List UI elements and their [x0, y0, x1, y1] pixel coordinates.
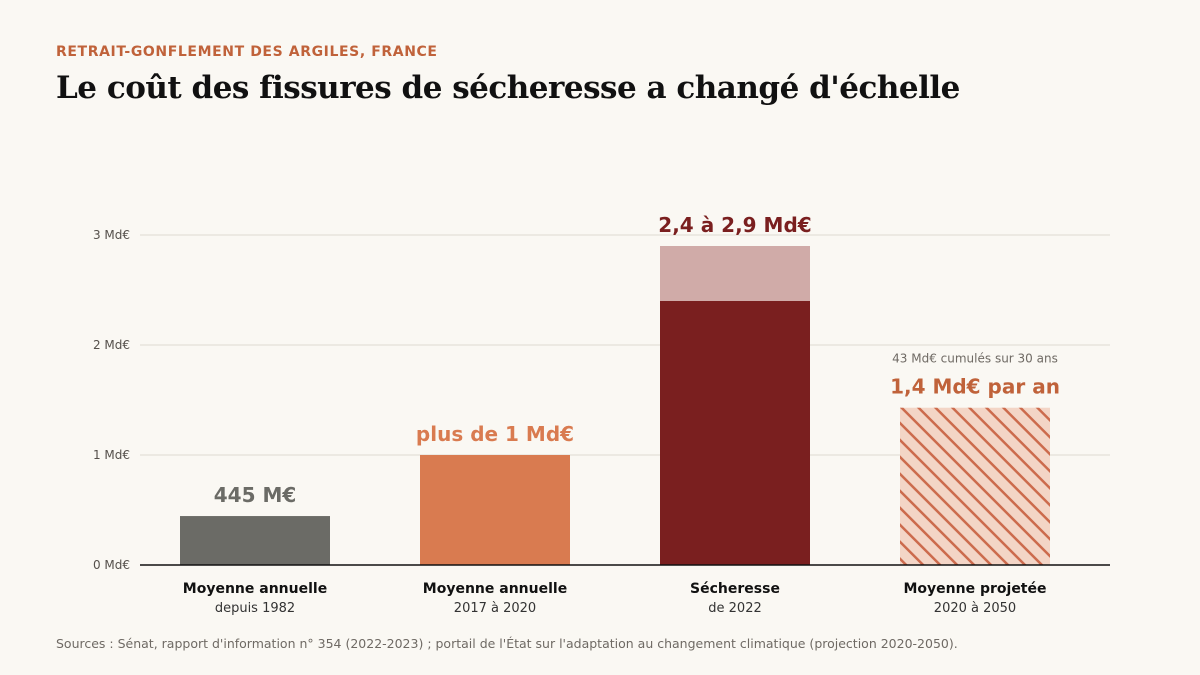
- category-sublabel: de 2022: [708, 601, 761, 616]
- category-label: Moyenne projetée: [904, 581, 1047, 597]
- bar: [420, 455, 570, 565]
- category-sublabel: depuis 1982: [215, 601, 295, 616]
- chart-title: Le coût des fissures de sécheresse a cha…: [56, 70, 960, 106]
- category-label: Moyenne annuelle: [183, 581, 327, 597]
- y-tick-label: 0 Md€: [93, 558, 130, 572]
- bar: [180, 516, 330, 565]
- y-tick-label: 2 Md€: [93, 338, 130, 352]
- data-label: 2,4 à 2,9 Md€: [658, 213, 811, 237]
- data-label: 445 M€: [214, 483, 297, 507]
- bar: [660, 301, 810, 565]
- category-sublabel: 2020 à 2050: [934, 601, 1016, 616]
- source-note: Sources : Sénat, rapport d'information n…: [56, 636, 958, 651]
- category-label: Sécheresse: [690, 581, 780, 597]
- category-sublabel: 2017 à 2020: [454, 601, 536, 616]
- bar-range-segment: [660, 246, 810, 301]
- category-label: Moyenne annuelle: [423, 581, 567, 597]
- chart-kicker: RETRAIT-GONFLEMENT DES ARGILES, FRANCE: [56, 44, 438, 60]
- bar-annotation: 43 Md€ cumulés sur 30 ans: [892, 352, 1058, 366]
- data-label: 1,4 Md€ par an: [890, 375, 1060, 399]
- y-tick-label: 1 Md€: [93, 448, 130, 462]
- bar-hatched: [900, 407, 1050, 565]
- data-label: plus de 1 Md€: [416, 422, 574, 446]
- y-tick-label: 3 Md€: [93, 228, 130, 242]
